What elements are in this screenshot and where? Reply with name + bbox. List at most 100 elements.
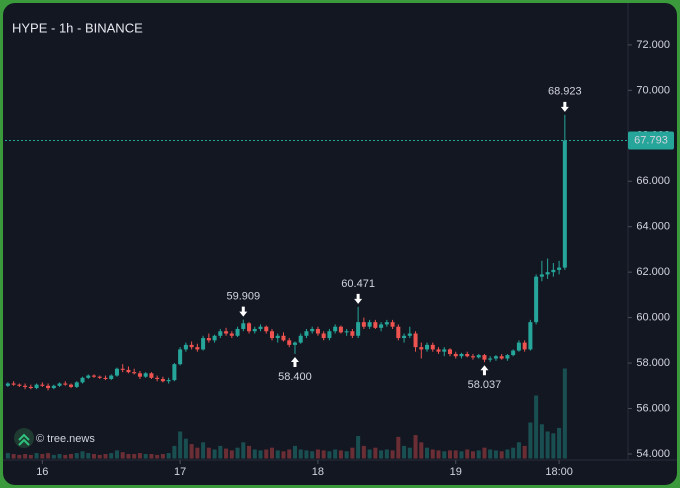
candle-body: [224, 331, 229, 334]
volume-bar: [178, 431, 183, 459]
volume-bar: [465, 449, 470, 459]
candle-body: [114, 368, 119, 376]
candle-body: [91, 375, 97, 377]
candle-body: [264, 326, 269, 332]
volume-bar: [275, 450, 280, 459]
volume-bar: [172, 445, 177, 459]
candle-body: [379, 324, 384, 328]
volume-bar: [235, 447, 240, 459]
candle-body: [34, 384, 39, 389]
candle-body: [407, 333, 412, 336]
candle-body: [384, 322, 389, 325]
candle-body: [57, 383, 62, 386]
x-tick-label: 18: [312, 466, 324, 478]
candle-body: [413, 333, 418, 348]
candle-body: [304, 331, 309, 336]
volume-bar: [258, 450, 263, 459]
volume-bar: [407, 447, 412, 459]
volume-bar: [51, 454, 56, 459]
candle-body: [149, 373, 154, 378]
candle-body: [166, 380, 171, 382]
volume-bar: [229, 450, 234, 459]
candle-body: [28, 386, 33, 389]
candle-body: [287, 340, 292, 345]
annotation-label: 68.923: [548, 86, 582, 98]
candle-body: [97, 376, 102, 378]
candle-body: [493, 356, 498, 359]
candle-body: [361, 322, 366, 327]
y-tick-label: 62.000: [636, 266, 670, 278]
volume-bar: [310, 451, 315, 459]
volume-bar: [86, 453, 91, 459]
volume-bar: [384, 449, 389, 459]
candle-body: [5, 383, 10, 386]
volume-bar: [17, 454, 22, 459]
volume-bar: [493, 450, 498, 459]
candle-body: [344, 331, 349, 333]
volume-bar: [534, 395, 539, 459]
volume-bar: [292, 445, 297, 459]
candle-body: [143, 373, 148, 377]
candle-body: [252, 328, 257, 332]
volume-bar: [447, 450, 453, 459]
candle-body: [425, 344, 430, 350]
annotation-label: 58.400: [278, 371, 312, 383]
volume-bar: [551, 433, 556, 459]
volume-bar: [499, 451, 504, 459]
candle-body: [275, 335, 280, 339]
volume-bar: [269, 447, 275, 459]
volume-bar: [97, 454, 102, 459]
price-layer: [5, 114, 567, 391]
volume-bar: [80, 451, 85, 459]
volume-bar: [562, 368, 567, 459]
volume-bar: [522, 445, 527, 459]
volume-bar: [516, 442, 521, 459]
candle-body: [201, 338, 206, 350]
candle-body: [229, 333, 234, 336]
watermark-icon: [14, 428, 34, 448]
candle-body: [419, 347, 424, 350]
volume-bar: [114, 450, 119, 459]
volume-bar: [528, 422, 533, 459]
volume-bar: [57, 454, 62, 459]
candle-body: [120, 368, 125, 370]
volume-bar: [315, 449, 320, 459]
candle-body: [442, 349, 447, 352]
volume-bar: [28, 454, 33, 459]
volume-bar: [34, 453, 39, 459]
candle-body: [292, 342, 297, 345]
volume-bar: [224, 448, 229, 459]
candle-body: [516, 342, 521, 351]
annotation-arrow: [560, 101, 569, 112]
y-tick-label: 54.000: [636, 448, 670, 460]
candle-body: [511, 350, 516, 356]
volume-bar: [539, 424, 544, 459]
volume-bar: [304, 450, 309, 459]
candle-body: [315, 328, 320, 334]
volume-bar: [46, 453, 51, 459]
panel: [3, 3, 677, 485]
candle-body: [310, 328, 315, 332]
candle-body: [235, 328, 240, 336]
volume-bar: [413, 435, 418, 459]
volume-bar: [327, 451, 332, 459]
candle-body: [155, 377, 160, 379]
volume-bar: [367, 449, 372, 459]
volume-bar: [396, 436, 401, 459]
annotation-label: 60.471: [341, 278, 375, 290]
volume-bar: [126, 454, 131, 459]
candle-body: [269, 331, 275, 339]
candle-body: [327, 331, 332, 339]
candle-body: [298, 335, 303, 343]
y-tick-label: 70.000: [636, 84, 670, 96]
volume-bar: [63, 454, 68, 459]
volume-bar: [201, 442, 206, 459]
candle-body: [109, 375, 114, 379]
y-tick-label: 64.000: [636, 221, 670, 233]
x-tick-label: 16: [36, 466, 48, 478]
volume-bar: [505, 449, 510, 459]
volume-bar: [511, 447, 516, 459]
candle-body: [551, 269, 556, 273]
candle-body: [459, 353, 464, 357]
